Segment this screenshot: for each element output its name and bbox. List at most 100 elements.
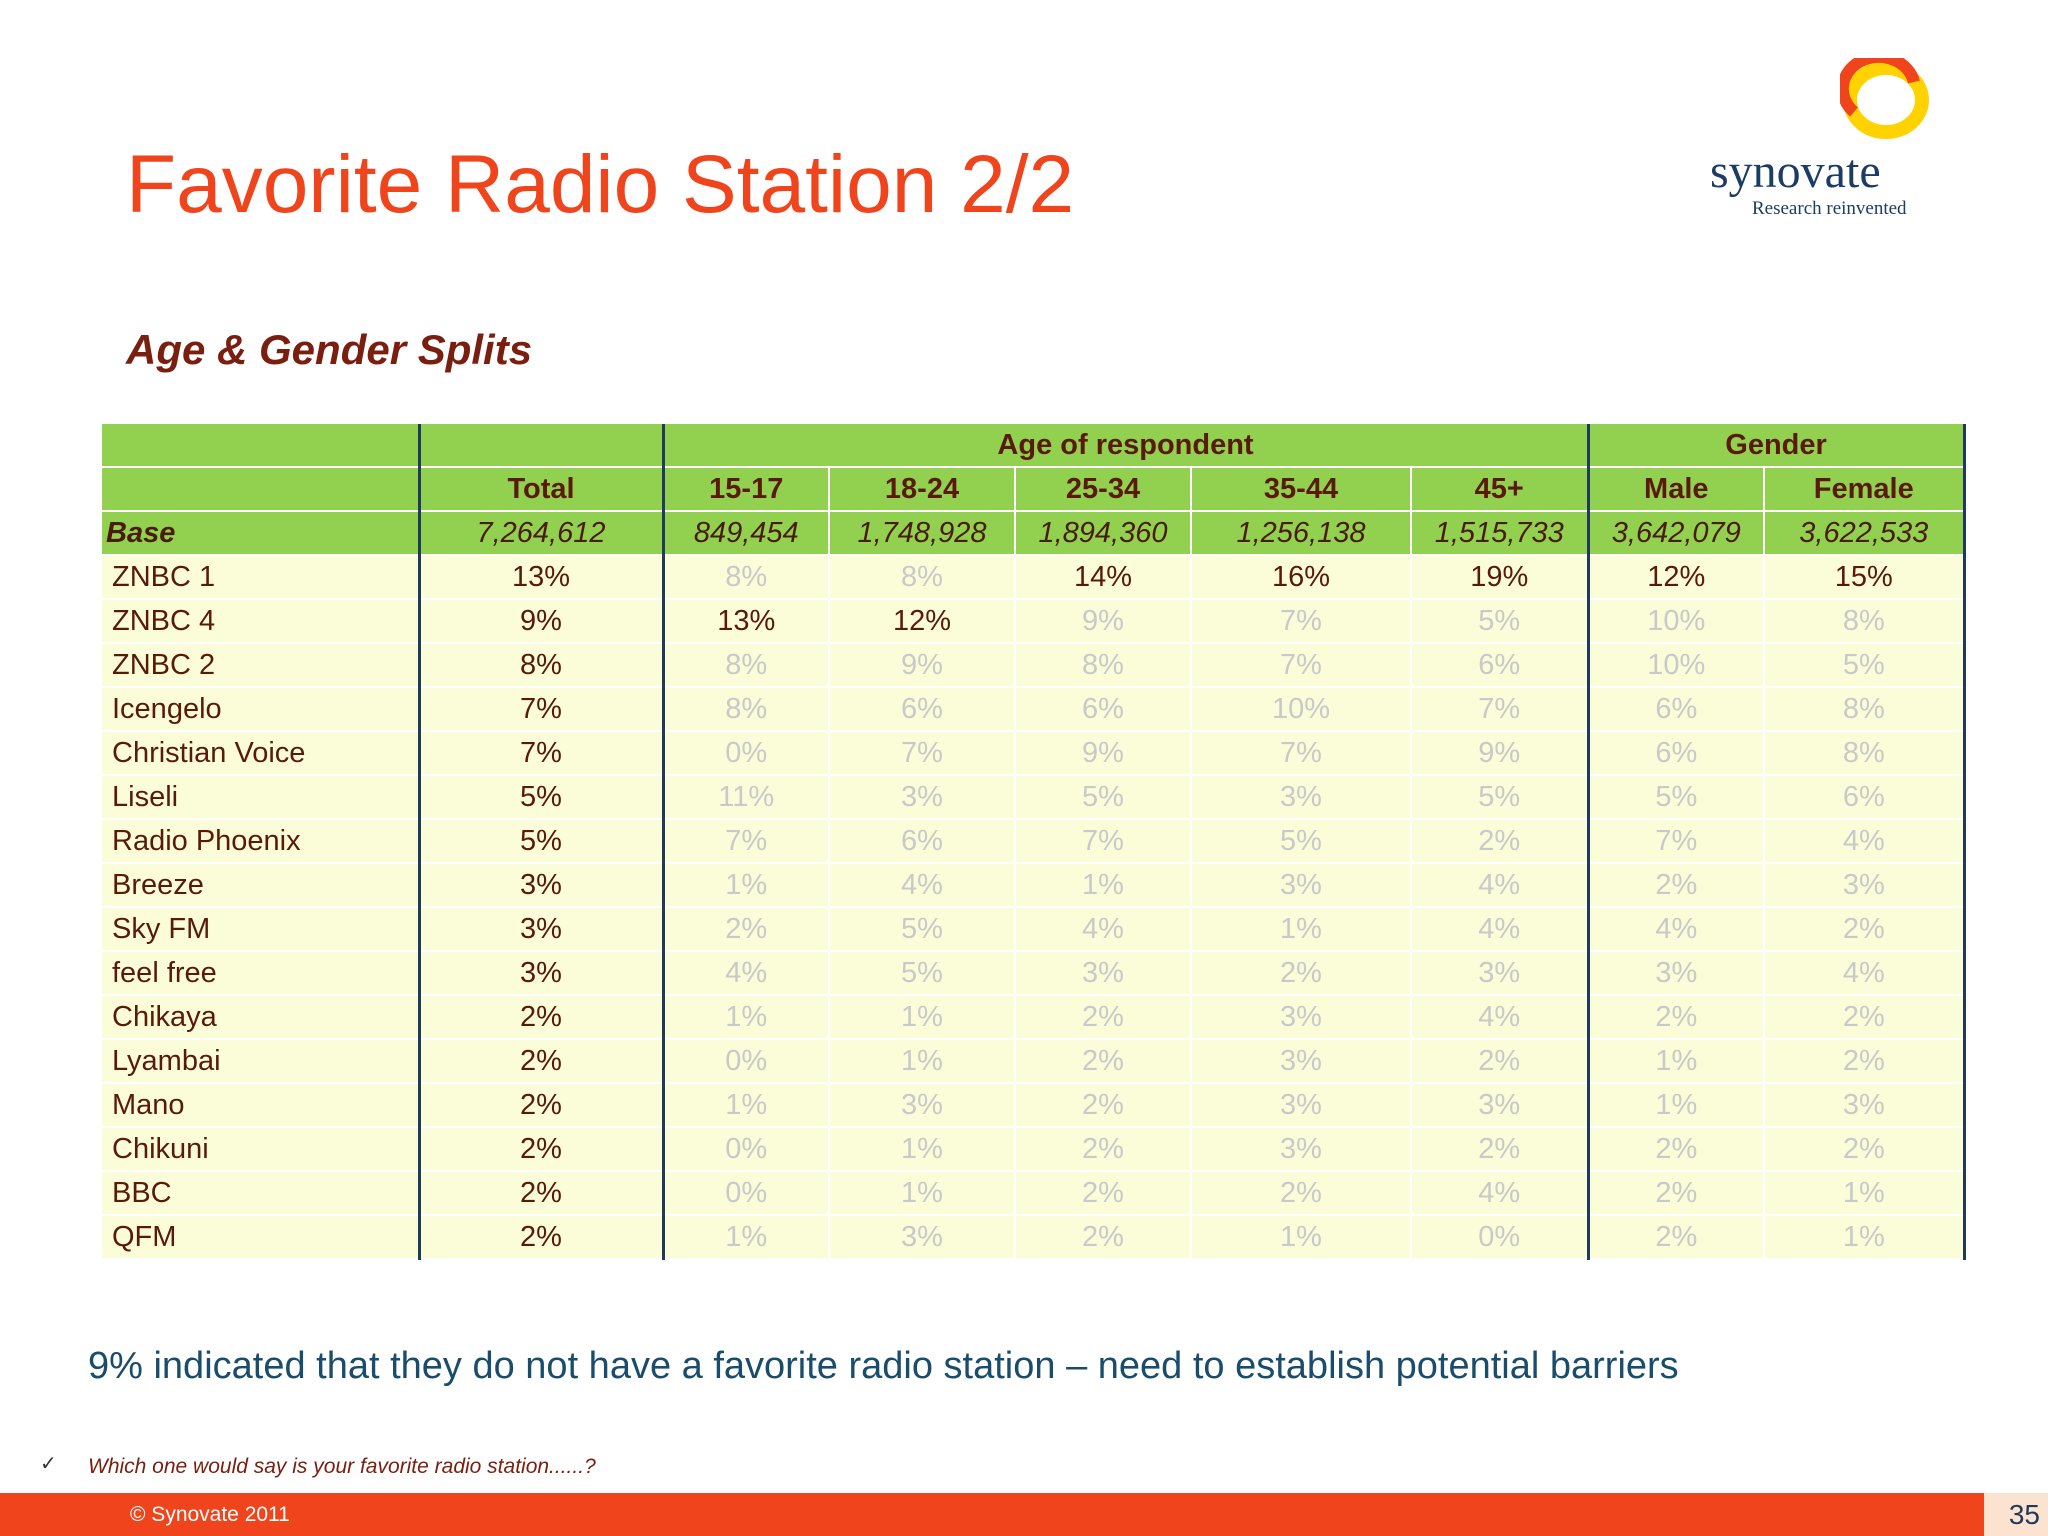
percent-cell: 2%: [1190, 1171, 1411, 1216]
percent-cell: 1%: [661, 995, 829, 1040]
percent-cell: 4%: [1409, 863, 1589, 908]
radio-station-table: Age of respondent Gender Total 15-17 18-24…: [102, 424, 1966, 1260]
base-value: 1,894,360: [1014, 511, 1191, 556]
percent-cell: 11%: [661, 775, 829, 820]
percent-cell: 3%: [417, 863, 663, 908]
percent-cell: 9%: [417, 599, 663, 644]
percent-cell: 3%: [828, 775, 1015, 820]
percent-cell: 2%: [1409, 1039, 1589, 1084]
column-header: 15-17: [661, 467, 829, 512]
table-row: Christian Voice 7% 0% 7% 9% 7% 9% 6% 8%: [102, 731, 1966, 776]
percent-cell: 5%: [1763, 643, 1966, 688]
percent-cell: 5%: [417, 775, 663, 820]
percent-cell: 9%: [828, 643, 1015, 688]
percent-cell: 4%: [1586, 907, 1765, 952]
logo-wordmark: synovate: [1710, 145, 1881, 198]
percent-cell: 0%: [661, 1171, 829, 1216]
percent-cell: 3%: [417, 951, 663, 996]
percent-cell: 9%: [1014, 731, 1191, 776]
percent-cell: 6%: [1586, 731, 1765, 776]
percent-cell: 3%: [1190, 1083, 1411, 1128]
percent-cell: 13%: [661, 599, 829, 644]
base-value: 3,642,079: [1586, 511, 1765, 556]
percent-cell: 6%: [1014, 687, 1191, 732]
percent-cell: 3%: [1014, 951, 1191, 996]
table-row: QFM 2% 1% 3% 2% 1% 0% 2% 1%: [102, 1215, 1966, 1260]
percent-cell: 7%: [1190, 599, 1411, 644]
synovate-ring-icon: [1840, 58, 1929, 139]
percent-cell: 1%: [1190, 1215, 1411, 1260]
percent-cell: 4%: [1763, 819, 1966, 864]
percent-cell: 2%: [1763, 907, 1966, 952]
table-row: Liseli 5% 11% 3% 5% 3% 5% 5% 6%: [102, 775, 1966, 820]
station-name: ZNBC 4: [102, 599, 419, 644]
percent-cell: 2%: [1586, 863, 1765, 908]
percent-cell: 4%: [661, 951, 829, 996]
station-name: feel free: [102, 951, 419, 996]
percent-cell: 13%: [417, 555, 663, 600]
percent-cell: 2%: [1014, 995, 1191, 1040]
station-name: QFM: [102, 1215, 419, 1260]
station-name: ZNBC 1: [102, 555, 419, 600]
column-header: 45+: [1409, 467, 1589, 512]
percent-cell: 7%: [1409, 687, 1589, 732]
column-header: Male: [1586, 467, 1765, 512]
page-number-box: 35: [1984, 1493, 2048, 1536]
percent-cell: 2%: [417, 1127, 663, 1172]
percent-cell: 7%: [417, 731, 663, 776]
percent-cell: 2%: [1014, 1127, 1191, 1172]
percent-cell: 3%: [1763, 1083, 1966, 1128]
percent-cell: 2%: [1763, 995, 1966, 1040]
percent-cell: 2%: [417, 1171, 663, 1216]
percent-cell: 8%: [661, 555, 829, 600]
percent-cell: 6%: [1409, 643, 1589, 688]
base-label: Base: [102, 511, 419, 556]
logo-tagline: Research reinvented: [1752, 198, 1907, 219]
percent-cell: 4%: [1014, 907, 1191, 952]
percent-cell: 2%: [1014, 1215, 1191, 1260]
table-row: feel free 3% 4% 5% 3% 2% 3% 3% 4%: [102, 951, 1966, 996]
group-header-row: Age of respondent Gender: [102, 424, 1966, 468]
percent-cell: 5%: [1014, 775, 1191, 820]
percent-cell: 10%: [1586, 643, 1765, 688]
percent-cell: 16%: [1190, 555, 1411, 600]
percent-cell: 9%: [1409, 731, 1589, 776]
station-name: Breeze: [102, 863, 419, 908]
percent-cell: 8%: [661, 687, 829, 732]
percent-cell: 7%: [417, 687, 663, 732]
age-group-header: Age of respondent: [661, 424, 1589, 468]
percent-cell: 3%: [828, 1215, 1015, 1260]
percent-cell: 1%: [661, 1083, 829, 1128]
percent-cell: 2%: [661, 907, 829, 952]
percent-cell: 4%: [1763, 951, 1966, 996]
percent-cell: 14%: [1014, 555, 1191, 600]
station-name: Chikaya: [102, 995, 419, 1040]
percent-cell: 6%: [828, 687, 1015, 732]
percent-cell: 4%: [1409, 907, 1589, 952]
percent-cell: 0%: [661, 1127, 829, 1172]
percent-cell: 1%: [828, 1127, 1015, 1172]
percent-cell: 7%: [828, 731, 1015, 776]
percent-cell: 0%: [661, 1039, 829, 1084]
percent-cell: 1%: [1586, 1083, 1765, 1128]
percent-cell: 2%: [1586, 1127, 1765, 1172]
page-number: 35: [2008, 1499, 2040, 1530]
column-header: 18-24: [828, 467, 1015, 512]
table-row: Mano 2% 1% 3% 2% 3% 3% 1% 3%: [102, 1083, 1966, 1128]
percent-cell: 2%: [1014, 1083, 1191, 1128]
percent-cell: 7%: [1014, 819, 1191, 864]
header-blank: [102, 424, 419, 468]
table-row: Chikaya 2% 1% 1% 2% 3% 4% 2% 2%: [102, 995, 1966, 1040]
percent-cell: 1%: [828, 1171, 1015, 1216]
percent-cell: 7%: [1190, 643, 1411, 688]
percent-cell: 8%: [661, 643, 829, 688]
base-value: 849,454: [661, 511, 829, 556]
percent-cell: 12%: [1586, 555, 1765, 600]
percent-cell: 10%: [1190, 687, 1411, 732]
percent-cell: 9%: [1014, 599, 1191, 644]
percent-cell: 2%: [1409, 819, 1589, 864]
percent-cell: 3%: [1190, 995, 1411, 1040]
base-value: 1,748,928: [828, 511, 1015, 556]
percent-cell: 15%: [1763, 555, 1966, 600]
base-value: 3,622,533: [1763, 511, 1966, 556]
